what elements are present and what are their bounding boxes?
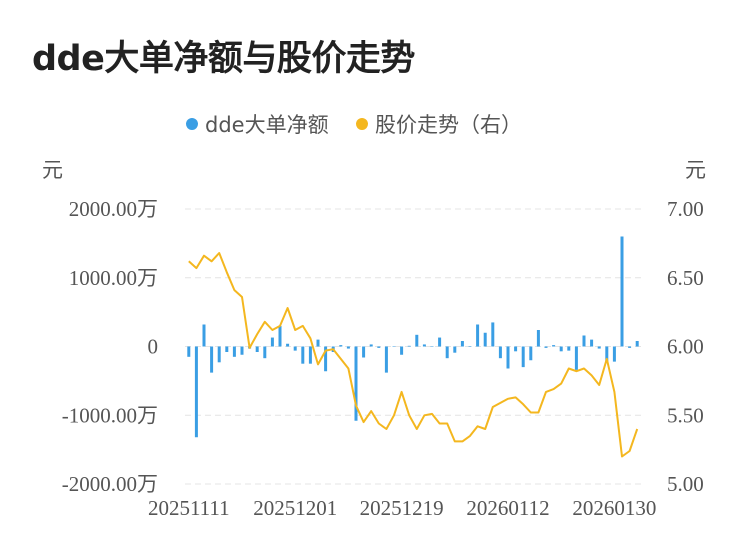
dde-bar bbox=[202, 324, 206, 347]
x-tick-label: 20260112 bbox=[466, 496, 549, 520]
dde-bar bbox=[217, 346, 221, 363]
legend-label-price: 股价走势（右） bbox=[375, 113, 522, 137]
dde-bar bbox=[514, 346, 518, 352]
dde-bar bbox=[536, 330, 540, 347]
chart-legend: dde大单净额 股价走势（右） bbox=[186, 113, 522, 137]
right-tick-label: 5.00 bbox=[667, 472, 704, 496]
dde-bar bbox=[491, 322, 495, 347]
right-tick-label: 6.50 bbox=[667, 266, 704, 290]
dde-bar bbox=[597, 346, 601, 349]
price-series-line bbox=[188, 252, 639, 458]
dde-bar bbox=[582, 335, 586, 347]
dde-bar bbox=[210, 346, 214, 373]
dde-bar bbox=[346, 346, 350, 349]
dde-bar bbox=[240, 346, 244, 355]
dde-bar bbox=[498, 346, 502, 359]
dde-bar bbox=[483, 332, 487, 347]
left-tick-label: -2000.00万 bbox=[62, 472, 158, 496]
dde-bar bbox=[468, 346, 472, 347]
dde-bar bbox=[590, 339, 594, 347]
dde-bar bbox=[521, 346, 525, 368]
dde-bar bbox=[430, 346, 434, 347]
left-tick-label: 2000.00万 bbox=[69, 197, 158, 221]
legend-marker-price bbox=[356, 118, 368, 130]
dde-bar bbox=[476, 324, 480, 347]
left-axis-unit: 元 bbox=[42, 158, 63, 182]
dde-bar bbox=[232, 346, 236, 357]
dde-bar bbox=[392, 346, 396, 347]
dde-bars bbox=[187, 236, 639, 438]
dde-bar bbox=[301, 346, 305, 364]
dde-bar bbox=[377, 346, 381, 348]
dde-bar bbox=[369, 344, 373, 347]
dde-bar bbox=[339, 345, 343, 347]
dde-bar bbox=[278, 325, 282, 347]
x-tick-label: 20251201 bbox=[253, 496, 337, 520]
dde-bar bbox=[384, 346, 388, 373]
legend-marker-dde bbox=[186, 118, 198, 130]
dde-bar bbox=[628, 346, 632, 348]
dde-bar bbox=[453, 346, 457, 353]
right-tick-label: 6.00 bbox=[667, 335, 704, 359]
dde-bar bbox=[263, 346, 267, 359]
dde-bar bbox=[552, 345, 556, 347]
left-axis-ticks: 2000.00万 1000.00万 0 -1000.00万 -2000.00万 bbox=[62, 197, 158, 496]
x-tick-label: 20260130 bbox=[572, 496, 656, 520]
dde-bar bbox=[286, 343, 290, 347]
page-title: dde大单净额与股价走势 bbox=[32, 39, 415, 79]
dde-bar bbox=[529, 346, 533, 361]
dde-bar bbox=[635, 341, 639, 347]
left-tick-label: -1000.00万 bbox=[62, 403, 158, 427]
right-axis-ticks: 7.00 6.50 6.00 5.50 5.00 bbox=[667, 197, 704, 496]
dde-bar bbox=[270, 337, 274, 347]
right-tick-label: 7.00 bbox=[667, 197, 704, 221]
right-tick-label: 5.50 bbox=[667, 403, 704, 427]
dde-bar bbox=[506, 346, 510, 369]
dde-bar bbox=[612, 346, 616, 362]
legend-label-dde: dde大单净额 bbox=[205, 113, 329, 137]
left-tick-label: 0 bbox=[148, 335, 159, 359]
dde-bar bbox=[422, 344, 426, 347]
price-line bbox=[188, 252, 639, 458]
x-tick-label: 20251111 bbox=[148, 496, 230, 520]
dde-bar bbox=[415, 334, 419, 347]
dde-bar bbox=[194, 346, 198, 438]
right-axis-unit: 元 bbox=[685, 158, 706, 182]
dde-bar bbox=[544, 346, 548, 348]
x-tick-label: 20251219 bbox=[360, 496, 444, 520]
dde-bar bbox=[316, 339, 320, 347]
x-axis-ticks: 20251111 20251201 20251219 20260112 20260130 bbox=[148, 496, 656, 520]
dde-bar bbox=[460, 341, 464, 347]
dde-bar bbox=[567, 346, 571, 351]
dde-bar bbox=[407, 345, 411, 347]
dde-bar bbox=[362, 346, 366, 358]
dde-bar bbox=[187, 346, 191, 357]
dde-bar bbox=[293, 346, 297, 351]
dde-bar bbox=[559, 346, 563, 352]
dde-bar bbox=[438, 337, 442, 347]
dde-bar bbox=[255, 346, 259, 352]
left-tick-label: 1000.00万 bbox=[69, 266, 158, 290]
dde-bar bbox=[400, 346, 404, 355]
dde-bar bbox=[445, 346, 449, 359]
dde-bar bbox=[574, 346, 578, 370]
dde-bar bbox=[620, 236, 624, 347]
dde-bar bbox=[308, 346, 312, 364]
dde-bar bbox=[605, 346, 609, 362]
grid-lines bbox=[185, 208, 641, 485]
dde-bar bbox=[354, 346, 358, 421]
dde-bar bbox=[225, 346, 229, 352]
dde-bar bbox=[324, 346, 328, 372]
